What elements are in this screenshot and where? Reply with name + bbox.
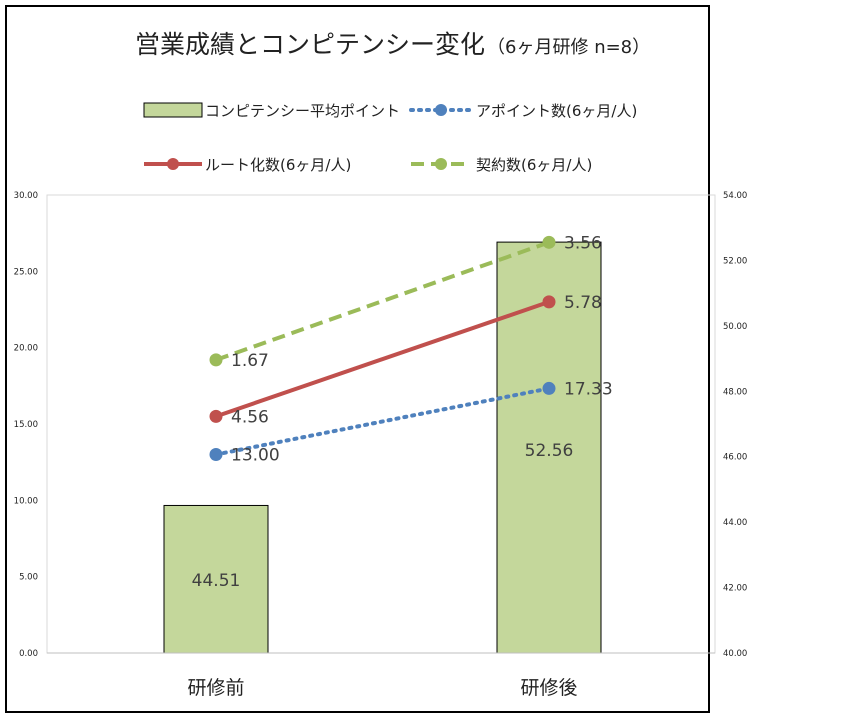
data-point: [542, 295, 556, 309]
right-tick-label: 52.00: [723, 256, 747, 266]
data-label: 4.56: [231, 407, 269, 427]
data-labels: 13.00 17.33 4.56 5.78 1.67 3.56 44.51 52.56: [192, 233, 613, 591]
chart-title: 営業成績とコンピテンシー変化 （6ヶ月研修 n=8）: [135, 30, 650, 59]
data-label: 5.78: [564, 293, 602, 313]
legend-label: ルート化数(6ヶ月/人): [205, 156, 351, 174]
data-point: [542, 235, 556, 249]
data-label: 17.33: [564, 379, 613, 399]
series-line: [214, 386, 551, 457]
bar: [163, 504, 269, 654]
legend-label: 契約数(6ヶ月/人): [476, 156, 592, 174]
right-tick-label: 44.00: [723, 518, 747, 528]
data-point: [542, 381, 556, 395]
legend-marker: [435, 104, 447, 116]
legend-swatch: [143, 102, 203, 118]
right-tick-label: 50.00: [723, 322, 747, 332]
left-tick-label: 30.00: [14, 191, 38, 201]
chart-title-main: 営業成績とコンピテンシー変化: [135, 30, 485, 59]
chart-subtitle: （6ヶ月研修 n=8）: [487, 37, 650, 58]
series-line: [215, 299, 550, 419]
left-tick-label: 20.00: [14, 344, 38, 354]
bar-data-label: 52.56: [525, 441, 574, 461]
data-label: 3.56: [564, 233, 602, 253]
data-label: 1.67: [231, 351, 269, 371]
data-label: 13.00: [231, 446, 280, 466]
data-point: [209, 448, 223, 462]
right-tick-label: 54.00: [723, 191, 747, 201]
right-tick-label: 48.00: [723, 387, 747, 397]
left-tick-label: 15.00: [14, 420, 38, 430]
left-tick-label: 10.00: [14, 496, 38, 506]
category-label: 研修後: [520, 677, 577, 699]
legend-label: アポイント数(6ヶ月/人): [476, 102, 637, 120]
left-axis: 0.00 5.00 10.00 15.00 20.00 25.00 30.00: [14, 191, 38, 659]
right-tick-label: 46.00: [723, 453, 747, 463]
bar-data-label: 44.51: [192, 571, 241, 591]
right-axis: 40.00 42.00 44.00 46.00 48.00 50.00 52.00 54.00: [723, 191, 747, 659]
legend-marker: [435, 158, 447, 170]
data-point: [209, 353, 223, 367]
left-tick-label: 25.00: [14, 267, 38, 277]
right-tick-label: 42.00: [723, 584, 747, 594]
category-axis: 研修前 研修後: [47, 652, 715, 699]
lines: [209, 235, 556, 462]
left-tick-label: 5.00: [19, 573, 38, 583]
legend: コンピテンシー平均ポイント アポイント数(6ヶ月/人) ルート化数(6ヶ月/人) 契約…: [143, 102, 637, 174]
left-tick-label: 0.00: [19, 649, 38, 659]
legend-label: コンピテンシー平均ポイント: [205, 102, 400, 120]
data-point: [209, 409, 223, 423]
right-tick-label: 40.00: [723, 649, 747, 659]
legend-marker: [167, 158, 179, 170]
category-label: 研修前: [187, 677, 244, 699]
